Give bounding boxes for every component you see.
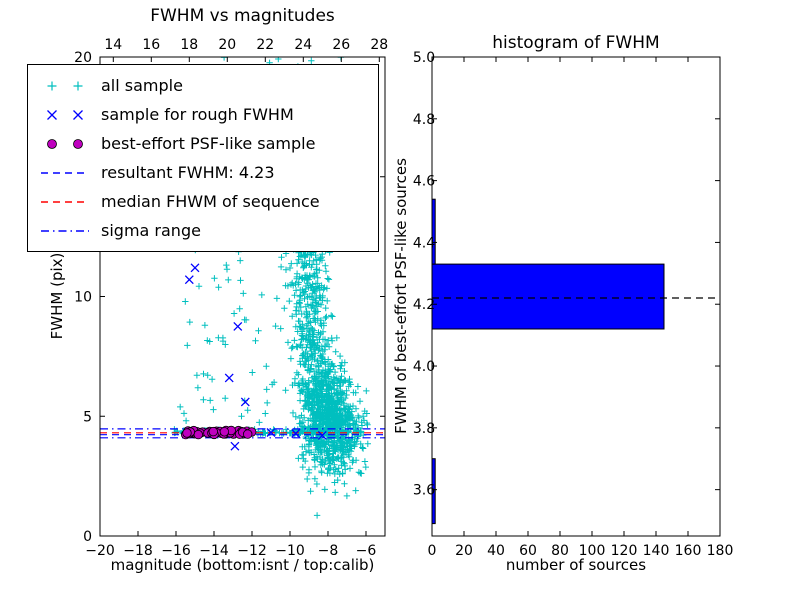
legend-item: sample for rough FWHM — [38, 100, 368, 129]
tick-label: −8 — [318, 543, 339, 559]
tick-label: 20 — [218, 37, 236, 53]
tick-label: 3.8 — [413, 421, 435, 437]
left-axes: −20−18−16−14−12−10−8−6051015201416182022… — [74, 37, 388, 559]
right-axes: 0 20 40 60 80 100 120 140 160 180 3.6 3.8 4.0 4.2 4.4 4… — [413, 50, 734, 559]
right-plot-xlabel: number of sources — [505, 556, 647, 574]
scatter-psf-like — [180, 425, 257, 440]
left-plot-ylabel: FWHM (pix) — [48, 252, 66, 340]
tick-label: 4.2 — [413, 297, 435, 313]
hist-bar — [431, 263, 665, 330]
tick-label: 4.0 — [413, 359, 435, 375]
tick-label: 24 — [294, 37, 312, 53]
legend-item-label: all sample — [101, 76, 183, 95]
left-plot-xlabel: magnitude (bottom:isnt / top:calib) — [110, 556, 375, 574]
legend-item: resultant FWHM: 4.23 — [38, 158, 368, 187]
right-plot-title: histogram of FWHM — [492, 33, 660, 53]
tick-label: 120 — [611, 543, 638, 559]
dashdot-line-icon — [41, 229, 89, 232]
legend-item: median FHWM of sequence — [38, 187, 368, 216]
tick-label: −14 — [199, 543, 229, 559]
tick-label: −12 — [237, 543, 267, 559]
tick-label: −6 — [356, 543, 377, 559]
legend-item: best-effort PSF-like sample — [38, 129, 368, 158]
legend-item-label: median FHWM of sequence — [101, 192, 320, 211]
tick-label: −10 — [275, 543, 305, 559]
tick-label: 4.6 — [413, 174, 435, 190]
tick-label: 14 — [104, 37, 122, 53]
tick-label: 5.0 — [413, 50, 435, 66]
tick-label: 180 — [707, 543, 734, 559]
right-plot-data — [431, 198, 720, 525]
plus-marker-icon — [47, 81, 83, 90]
legend-item-label: best-effort PSF-like sample — [101, 134, 316, 153]
left-plot-title: FWHM vs magnitudes — [150, 6, 335, 26]
tick-label: −16 — [161, 543, 191, 559]
dashed-line-icon — [41, 171, 89, 174]
tick-label: 16 — [142, 37, 160, 53]
tick-label: 20 — [74, 50, 92, 66]
tick-label: 60 — [519, 543, 537, 559]
tick-label: 140 — [643, 543, 670, 559]
legend-item: sigma range — [38, 216, 368, 245]
tick-label: −20 — [85, 543, 115, 559]
tick-label: 0 — [428, 543, 437, 559]
legend: all sample sample for rough FWHM best-ef… — [27, 64, 379, 252]
tick-label: 160 — [675, 543, 702, 559]
tick-label: 20 — [455, 543, 473, 559]
tick-label: 4.8 — [413, 112, 435, 128]
legend-item-label: sample for rough FWHM — [101, 105, 294, 124]
circle-marker-icon — [47, 138, 83, 149]
tick-label: −18 — [123, 543, 153, 559]
right-plot-ylabel: FWHM of best-effort PSF-like sources — [392, 158, 410, 434]
tick-label: 100 — [579, 543, 606, 559]
dashed-line-icon — [41, 200, 89, 203]
tick-label: 18 — [180, 37, 198, 53]
tick-label: 22 — [256, 37, 274, 53]
tick-label: 10 — [74, 290, 92, 306]
legend-item: all sample — [38, 71, 368, 100]
legend-item-label: resultant FWHM: 4.23 — [101, 163, 275, 182]
x-marker-icon — [47, 109, 83, 120]
tick-label: 80 — [551, 543, 569, 559]
tick-label: 26 — [332, 37, 350, 53]
tick-label: 0 — [83, 529, 92, 545]
legend-item-label: sigma range — [101, 221, 201, 240]
tick-label: 5 — [83, 409, 92, 425]
tick-label: 4.4 — [413, 235, 435, 251]
tick-label: 40 — [487, 543, 505, 559]
tick-label: 28 — [370, 37, 388, 53]
tick-label: 3.6 — [413, 483, 435, 499]
